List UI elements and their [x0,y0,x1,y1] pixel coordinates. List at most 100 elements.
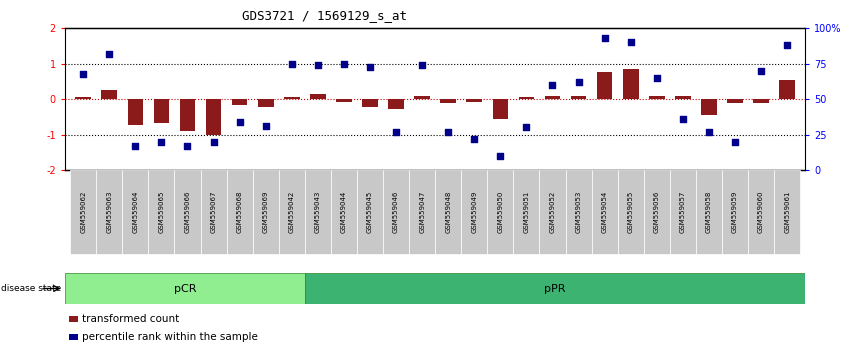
Text: GSM559062: GSM559062 [81,191,87,233]
Bar [362,99,378,107]
Bar [179,99,196,131]
Point [180,143,194,149]
Text: GSM559057: GSM559057 [680,191,686,233]
Text: percentile rank within the sample: percentile rank within the sample [81,332,257,342]
Bar [201,170,227,254]
Bar [649,96,664,99]
Bar [617,170,643,254]
Bar [722,170,748,254]
Bar [519,97,534,99]
Bar [310,94,326,99]
Bar [591,170,617,254]
Text: GSM559045: GSM559045 [367,191,373,233]
Text: pPR: pPR [545,284,565,293]
Text: GSM559050: GSM559050 [497,191,503,233]
Bar [488,170,514,254]
Bar [462,170,488,254]
Bar [279,170,305,254]
Text: GSM559046: GSM559046 [393,191,399,233]
Bar [597,72,612,99]
Bar [148,170,174,254]
Bar [75,97,91,99]
Point [259,123,273,129]
Point [780,42,794,48]
Text: GSM559042: GSM559042 [288,191,294,233]
Text: GSM559067: GSM559067 [210,191,216,233]
Bar [779,80,795,99]
Bar [493,99,508,119]
Text: GSM559054: GSM559054 [602,191,608,233]
Text: GSM559052: GSM559052 [550,191,555,233]
Text: pCR: pCR [173,284,196,293]
Point [728,139,742,144]
Bar [258,99,274,107]
Bar [436,170,462,254]
Point [76,71,90,76]
Point [546,82,559,88]
Point [520,125,533,130]
Bar [441,99,456,103]
Bar [227,170,253,254]
Point [207,139,221,144]
Point [702,129,716,135]
Point [650,75,663,81]
Bar [753,99,769,103]
Bar [514,170,540,254]
Text: GSM559064: GSM559064 [132,191,139,233]
Text: GSM559051: GSM559051 [523,191,529,233]
Bar [669,170,696,254]
Bar [206,99,222,135]
Text: GSM559066: GSM559066 [184,191,191,233]
Bar [253,170,279,254]
Bar [545,96,560,99]
Text: GSM559063: GSM559063 [107,191,113,233]
Bar [696,170,722,254]
Bar [357,170,383,254]
Bar [68,316,78,322]
Text: GSM559065: GSM559065 [158,191,165,233]
Text: GSM559069: GSM559069 [262,191,268,233]
Bar [727,99,743,103]
Bar [305,170,331,254]
Bar [96,170,122,254]
Bar [623,69,638,99]
Bar [701,99,717,115]
Bar [174,170,201,254]
Bar [127,99,143,125]
Bar [748,170,774,254]
Point [154,139,168,144]
Text: GSM559047: GSM559047 [419,191,425,233]
Point [128,143,142,149]
Text: GSM559049: GSM559049 [471,191,477,233]
Point [415,62,429,68]
Text: GSM559056: GSM559056 [654,191,660,233]
Point [494,153,507,159]
Text: GSM559058: GSM559058 [706,191,712,233]
Point [624,40,637,45]
Text: GSM559048: GSM559048 [445,191,451,233]
Text: GSM559043: GSM559043 [315,191,320,233]
Point [389,129,403,135]
Point [233,119,247,125]
Bar [383,170,409,254]
Bar [153,99,169,123]
Text: GSM559055: GSM559055 [628,191,634,233]
Bar [571,96,586,99]
Text: GSM559060: GSM559060 [758,191,764,233]
Point [363,64,377,69]
Bar [565,170,591,254]
Point [468,136,481,142]
Point [337,61,351,67]
Bar [409,170,435,254]
Bar [336,99,352,102]
Bar [331,170,357,254]
Bar [284,97,300,99]
Bar [467,99,482,102]
Text: transformed count: transformed count [81,314,179,324]
Point [285,61,299,67]
Text: GSM559061: GSM559061 [784,191,790,233]
Bar [414,96,430,99]
Text: GDS3721 / 1569129_s_at: GDS3721 / 1569129_s_at [242,9,407,22]
Bar [540,170,565,254]
Text: GSM559059: GSM559059 [732,191,738,233]
